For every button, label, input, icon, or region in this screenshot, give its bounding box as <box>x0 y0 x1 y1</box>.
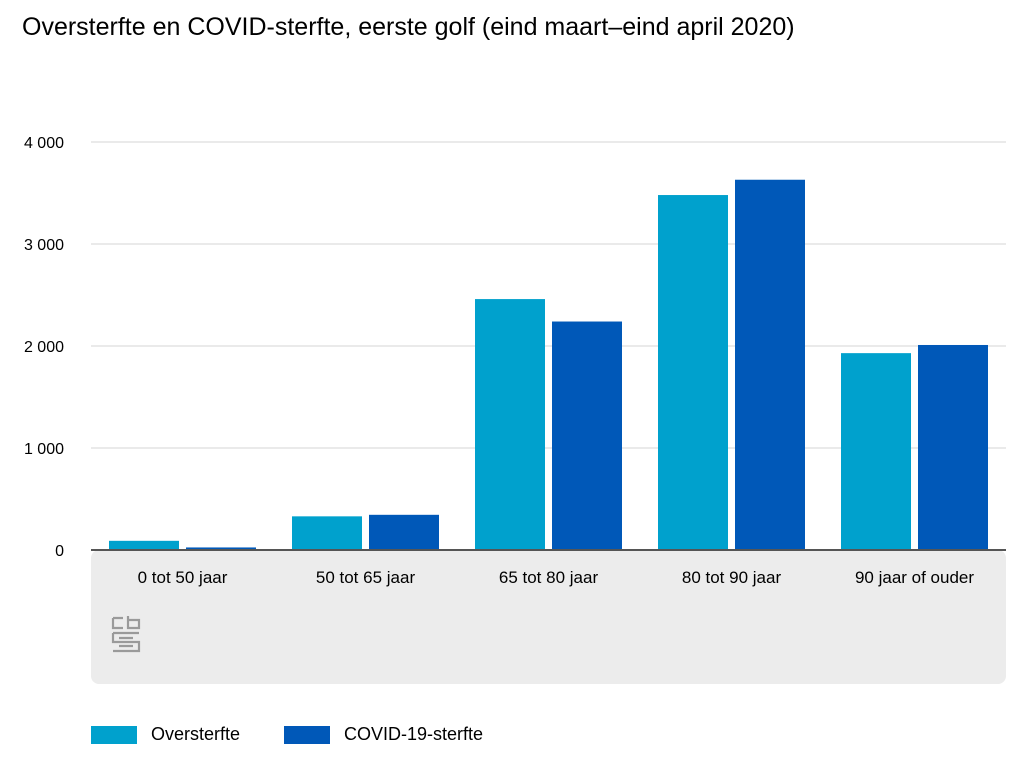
legend: Oversterfte COVID-19-sterfte <box>91 724 527 745</box>
bar-oversterfte-2 <box>475 299 545 550</box>
legend-label-oversterfte: Oversterfte <box>151 724 241 744</box>
bar-covid-1 <box>369 514 439 550</box>
x-tick-label: 65 tot 80 jaar <box>499 568 599 587</box>
legend-swatch-covid <box>284 725 331 744</box>
y-tick-label: 1 000 <box>24 441 64 458</box>
x-axis-labels: 0 tot 50 jaar 50 tot 65 jaar 65 tot 80 jaa… <box>138 568 975 587</box>
legend-item-oversterfte: Oversterfte <box>91 724 240 745</box>
x-tick-label: 50 tot 65 jaar <box>316 568 416 587</box>
bars <box>109 179 988 551</box>
bar-oversterfte-4 <box>841 353 911 550</box>
bar-oversterfte-0 <box>109 540 179 550</box>
x-tick-label: 90 jaar of ouder <box>855 568 974 587</box>
y-tick-label: 3 000 <box>24 237 64 254</box>
y-tick-label: 2 000 <box>24 339 64 356</box>
legend-label-covid: COVID-19-sterfte <box>344 724 484 744</box>
y-tick-label: 0 <box>55 543 64 560</box>
bar-covid-3 <box>735 179 805 551</box>
bar-covid-0 <box>186 547 256 550</box>
legend-swatch-oversterfte <box>91 725 137 744</box>
bar-oversterfte-3 <box>658 195 728 551</box>
y-tick-label: 4 000 <box>24 135 64 152</box>
x-tick-label: 0 tot 50 jaar <box>138 568 228 587</box>
category-axis-panel <box>91 550 1006 684</box>
cbs-logo-icon <box>111 616 141 653</box>
bar-covid-4 <box>918 344 988 550</box>
bar-oversterfte-1 <box>292 516 362 550</box>
bar-covid-2 <box>552 321 622 550</box>
chart-title: Oversterfte en COVID-sterfte, eerste gol… <box>22 13 795 41</box>
x-tick-label: 80 tot 90 jaar <box>682 568 782 587</box>
legend-item-covid: COVID-19-sterfte <box>284 724 483 745</box>
y-axis-labels: 0 1 000 2 000 3 000 4 000 <box>24 135 64 560</box>
